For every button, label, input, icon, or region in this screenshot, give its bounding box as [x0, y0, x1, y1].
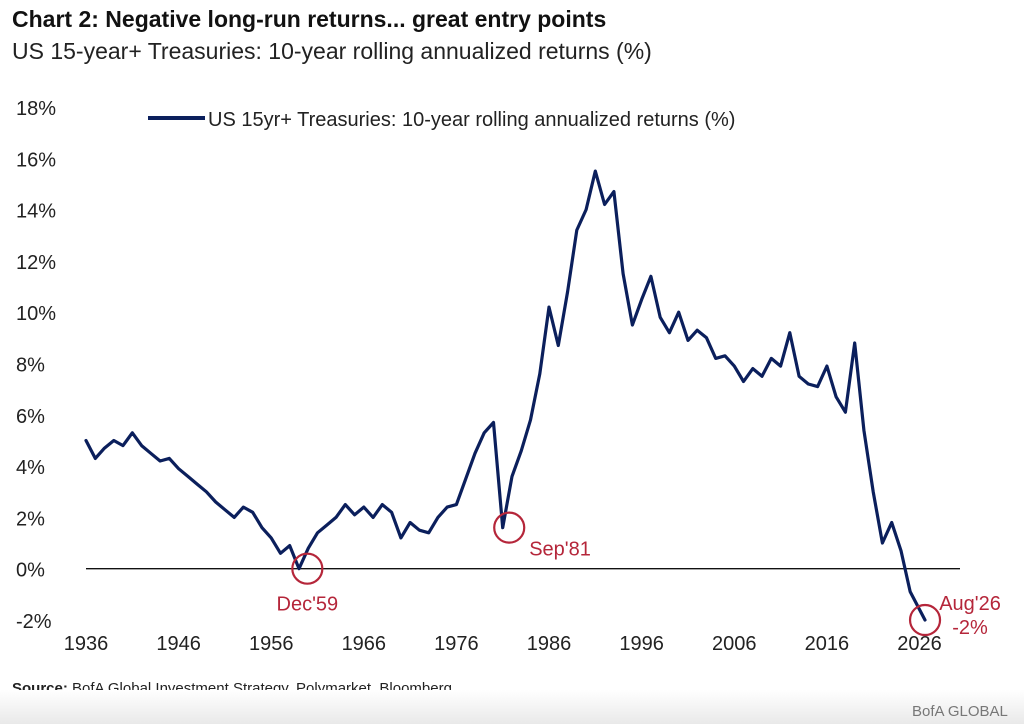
annotation-label: Sep'81: [529, 539, 591, 561]
annotation-circle: [908, 603, 942, 637]
x-tick-label: 1986: [527, 633, 572, 655]
legend-label: US 15yr+ Treasuries: 10-year rolling ann…: [208, 109, 735, 131]
y-tick-label: 18%: [16, 98, 56, 120]
brand-watermark: BofA GLOBAL: [912, 703, 1008, 720]
y-tick-label: -2%: [16, 611, 52, 633]
x-tick-label: 1976: [434, 633, 479, 655]
annotation-circle: [291, 552, 324, 585]
footer-band: [0, 690, 1024, 724]
y-tick-label: 10%: [16, 303, 56, 325]
y-tick-label: 6%: [16, 406, 45, 428]
y-tick-label: 14%: [16, 201, 56, 223]
x-tick-label: 2006: [712, 633, 757, 655]
x-tick-label: 2026: [897, 633, 942, 655]
chart-subtitle: US 15-year+ Treasuries: 10-year rolling …: [12, 38, 652, 64]
y-tick-label: 8%: [16, 355, 45, 377]
series-line: [84, 169, 927, 622]
x-tick-label: 1966: [342, 633, 387, 655]
annotation-value: -2%: [952, 617, 988, 639]
y-tick-label: 4%: [16, 457, 45, 479]
annotation-circle: [493, 511, 526, 544]
x-tick-label: 1936: [64, 633, 109, 655]
x-tick-label: 2016: [805, 633, 850, 655]
annotation-label: Aug'26: [939, 593, 1001, 615]
y-tick-label: 16%: [16, 149, 56, 171]
x-tick-label: 1996: [619, 633, 664, 655]
y-tick-label: 0%: [16, 560, 45, 582]
annotation-label: Dec'59: [277, 594, 339, 616]
legend: US 15yr+ Treasuries: 10-year rolling ann…: [148, 109, 735, 131]
chart-title: Chart 2: Negative long-run returns... gr…: [12, 6, 607, 32]
y-tick-label: 12%: [16, 252, 56, 274]
x-tick-label: 1946: [156, 633, 201, 655]
x-tick-label: 1956: [249, 633, 294, 655]
y-tick-label: 2%: [16, 508, 45, 530]
line-chart: -2% 0% 2% 4% 6% 8% 10% 12% 14% 16% 18% 1936 1946 1956…: [16, 98, 1001, 655]
